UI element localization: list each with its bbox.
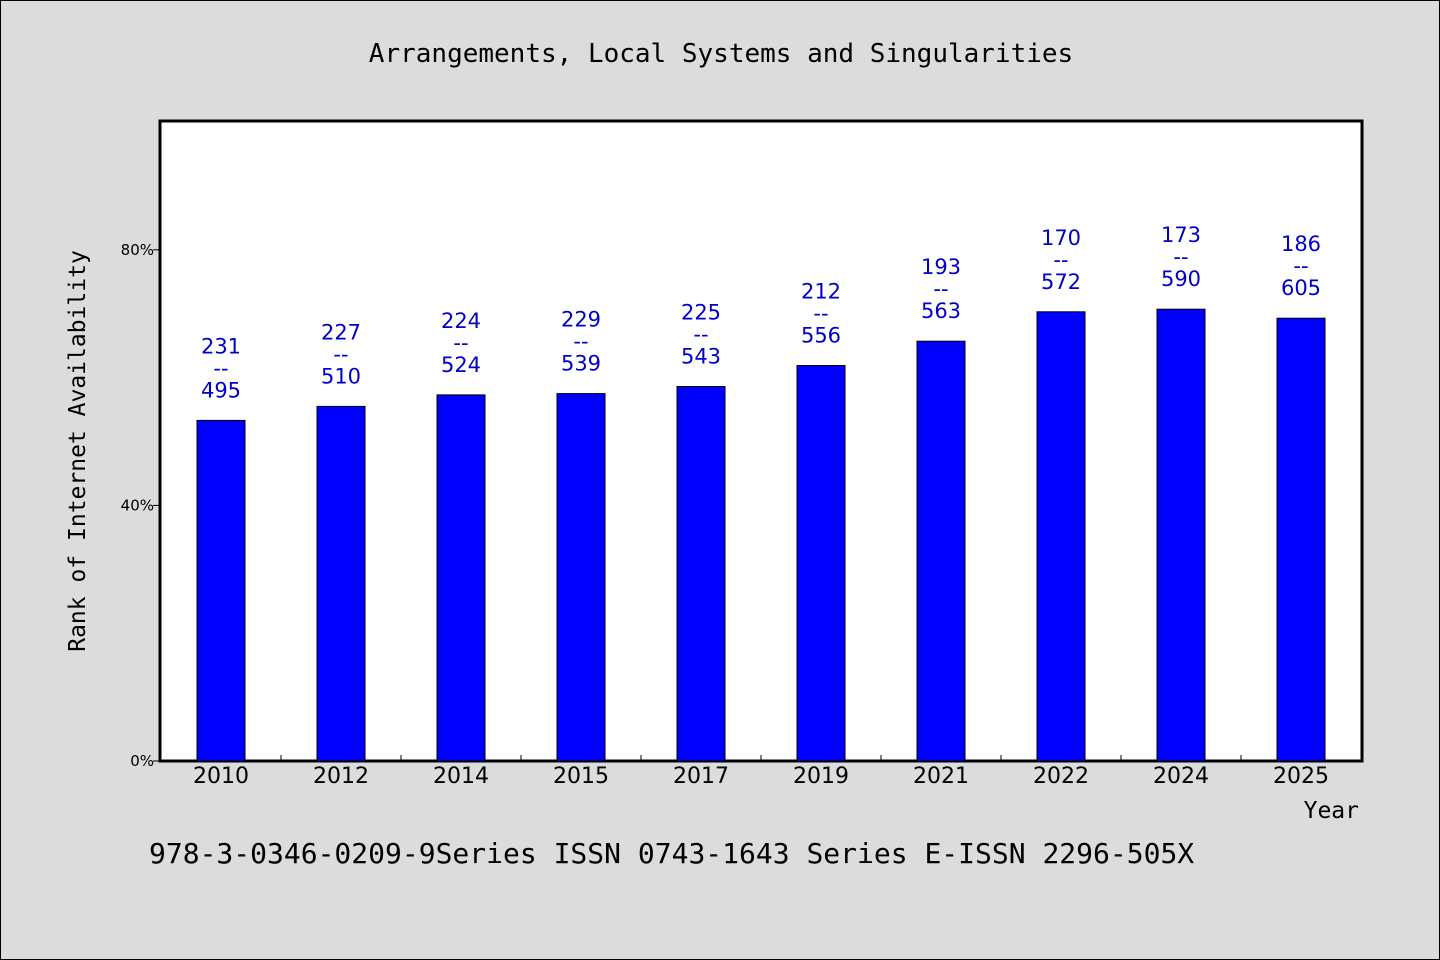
data-label-2025-line-2: -- [1293, 254, 1308, 278]
data-label-2025-line-1: 186 [1281, 232, 1321, 256]
x-tick-label-2015: 2015 [553, 764, 609, 789]
y-axis-label: Rank of Internet Availability [65, 250, 91, 652]
bar-2024 [1156, 308, 1206, 762]
data-label-2019-line-2: -- [813, 302, 828, 326]
data-label-2024-line-2: -- [1173, 245, 1188, 269]
x-tick-label-2021: 2021 [913, 764, 969, 789]
data-label-2024-line-1: 173 [1161, 223, 1201, 247]
data-label-2022-line-3: 572 [1041, 270, 1081, 294]
data-label-2017-line-2: -- [693, 323, 708, 347]
x-axis-label: Year [1304, 798, 1359, 824]
y-tick-label-2: 80% [121, 241, 154, 259]
data-label-2017-line-1: 225 [681, 301, 721, 325]
x-tick-label-2012: 2012 [313, 764, 369, 789]
data-label-2021-line-3: 563 [921, 299, 961, 323]
bar-2017 [676, 386, 726, 762]
chart-title: Arrangements, Local Systems and Singular… [369, 39, 1073, 69]
data-label-2017-line-3: 543 [681, 345, 721, 369]
bar-2025 [1276, 317, 1326, 762]
bar-2019 [796, 365, 846, 762]
bar-2022 [1036, 311, 1086, 762]
x-tick-label-2024: 2024 [1153, 764, 1209, 789]
data-label-2019-line-3: 556 [801, 324, 841, 348]
data-label-2012-line-2: -- [333, 342, 348, 366]
y-axis: 0% 40% 80% [121, 241, 161, 770]
x-tick-label-2022: 2022 [1033, 764, 1089, 789]
bar-2014 [436, 394, 486, 762]
data-label-2025-line-3: 605 [1281, 276, 1321, 300]
data-labels-group: 231--495227--510224--524229--539225--543… [201, 223, 1321, 402]
x-tick-label-2010: 2010 [193, 764, 249, 789]
x-tick-label-2017: 2017 [673, 764, 729, 789]
data-label-2012-line-3: 510 [321, 364, 361, 388]
data-label-2022-line-1: 170 [1041, 226, 1081, 250]
data-label-2012-line-1: 227 [321, 320, 361, 344]
x-tick-label-2025: 2025 [1273, 764, 1329, 789]
data-label-2010-line-2: -- [213, 356, 228, 380]
bar-2010 [196, 419, 246, 762]
data-label-2015-line-1: 229 [561, 308, 601, 332]
bar-2012 [316, 405, 366, 762]
x-tick-label-2019: 2019 [793, 764, 849, 789]
data-label-2021-line-1: 193 [921, 255, 961, 279]
caption: 978-3-0346-0209-9Series ISSN 0743-1643 S… [149, 837, 1194, 870]
y-tick-label-0: 0% [130, 752, 154, 770]
data-label-2015-line-3: 539 [561, 352, 601, 376]
data-label-2010-line-1: 231 [201, 334, 241, 358]
x-tick-label-2014: 2014 [433, 764, 489, 789]
data-label-2015-line-2: -- [573, 330, 588, 354]
data-label-2024-line-3: 590 [1161, 267, 1201, 291]
data-label-2022-line-2: -- [1053, 248, 1068, 272]
x-axis: 2010 2012 2014 2015 2017 2019 2021 2022 2024 2025 [193, 755, 1329, 789]
data-label-2014-line-1: 224 [441, 309, 481, 333]
data-label-2021-line-2: -- [933, 277, 948, 301]
data-label-2019-line-1: 212 [801, 280, 841, 304]
y-tick-label-1: 40% [121, 496, 154, 514]
bar-2015 [556, 393, 606, 762]
bars-group [196, 308, 1326, 762]
data-label-2010-line-3: 495 [201, 378, 241, 402]
bar-2021 [916, 340, 966, 762]
data-label-2014-line-3: 524 [441, 353, 481, 377]
data-label-2014-line-2: -- [453, 331, 468, 355]
